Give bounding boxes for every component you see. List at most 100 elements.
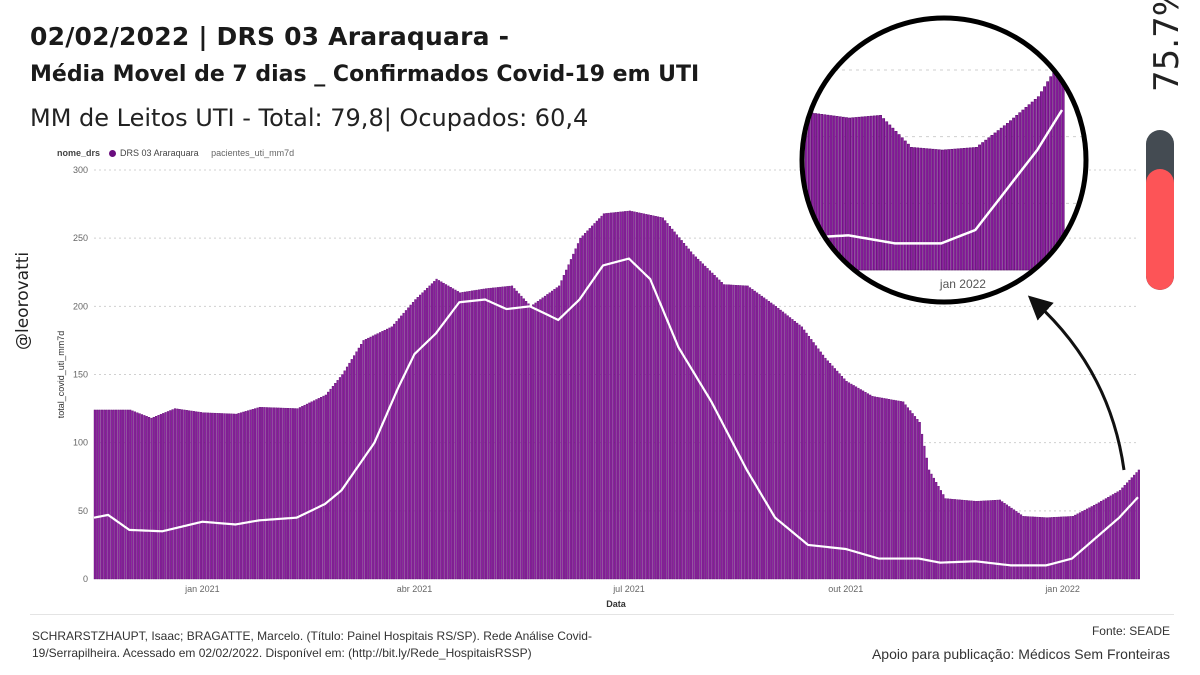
bar: [277, 407, 280, 580]
bar: [678, 237, 681, 580]
bar: [621, 211, 624, 580]
bar: [822, 354, 825, 580]
bar: [789, 317, 792, 580]
zoom-bar: [1052, 71, 1056, 271]
bar: [197, 411, 200, 580]
bar: [454, 289, 457, 580]
zoom-bar: [820, 114, 824, 271]
bar: [213, 412, 217, 580]
zoom-bar: [903, 140, 907, 271]
bar: [305, 403, 309, 580]
bar: [320, 397, 323, 580]
bar: [798, 324, 801, 580]
bar: [939, 490, 942, 580]
bar: [209, 412, 212, 580]
zoom-bar: [931, 148, 935, 271]
zoom-bar: [891, 127, 895, 271]
bar: [147, 417, 151, 580]
y-axis: 0 50 100 150 200 250 300: [73, 165, 88, 584]
bar: [890, 399, 893, 580]
bar: [435, 278, 438, 580]
bar: [843, 378, 846, 580]
bar: [400, 315, 403, 580]
bar: [206, 412, 210, 580]
bar: [779, 309, 782, 580]
bar: [343, 370, 346, 580]
bar: [909, 410, 912, 580]
bar: [223, 413, 226, 580]
bar: [440, 281, 443, 580]
bar: [518, 293, 521, 580]
y-tick-label: 300: [73, 165, 88, 175]
x-tick-label: out 2021: [828, 584, 863, 594]
bar: [694, 256, 697, 580]
bar: [838, 373, 841, 580]
zoom-bar: [854, 117, 858, 271]
bar: [892, 399, 895, 580]
x-axis: jan 2021 abr 2021 jul 2021 out 2021 jan 2022: [184, 584, 1080, 594]
bar: [527, 303, 530, 580]
bar: [117, 409, 120, 580]
bar: [859, 389, 862, 580]
bar: [444, 284, 448, 580]
bar: [876, 396, 879, 580]
chart-subtitle: Média Movel de 7 dias _ Confirmados Covi…: [30, 62, 700, 87]
bar: [1064, 516, 1067, 580]
bar: [426, 287, 429, 580]
bar: [642, 213, 646, 580]
bar: [1055, 516, 1058, 580]
legend-series-label: DRS 03 Araraquara: [120, 148, 199, 158]
bar: [979, 500, 983, 580]
bar: [534, 302, 537, 580]
bar: [1067, 516, 1070, 580]
line-series: [93, 257, 1139, 567]
bar: [1093, 505, 1096, 580]
bar: [176, 408, 179, 580]
y-tick-label: 100: [73, 438, 88, 448]
bar: [433, 281, 436, 580]
bar: [932, 477, 935, 580]
bar: [155, 416, 158, 580]
bar: [475, 289, 478, 580]
bar: [228, 413, 231, 580]
bar: [692, 254, 695, 580]
zoom-bar: [953, 148, 957, 271]
bar: [847, 382, 851, 580]
x-tick-label: jan 2022: [1044, 584, 1080, 594]
zoom-bar: [987, 137, 991, 271]
bar: [364, 339, 367, 580]
bar: [261, 407, 264, 580]
bar: [298, 407, 301, 580]
bar: [562, 275, 565, 580]
bar: [166, 411, 170, 580]
bar: [515, 290, 518, 580]
bar: [850, 383, 853, 580]
bar: [423, 290, 426, 580]
zoom-bar: [857, 116, 861, 271]
bar: [737, 285, 740, 580]
bar: [1048, 517, 1051, 580]
bar: [840, 375, 844, 580]
bar: [942, 494, 945, 580]
bar: [459, 292, 462, 580]
bar: [180, 409, 184, 580]
bar: [685, 245, 688, 580]
bar: [466, 291, 469, 580]
zoom-bar: [835, 116, 839, 271]
zoom-bar: [956, 148, 960, 271]
bar: [944, 498, 947, 580]
bar: [913, 416, 917, 580]
bar: [857, 387, 860, 580]
bar: [378, 332, 382, 580]
bar: [525, 301, 528, 580]
bar: [1015, 511, 1018, 580]
bar: [675, 234, 679, 580]
bar: [1045, 517, 1049, 580]
bar: [145, 416, 148, 580]
bar: [103, 409, 106, 580]
bar: [546, 294, 549, 580]
bar: [579, 237, 582, 580]
zoom-bar: [872, 115, 876, 271]
bar: [616, 211, 620, 580]
